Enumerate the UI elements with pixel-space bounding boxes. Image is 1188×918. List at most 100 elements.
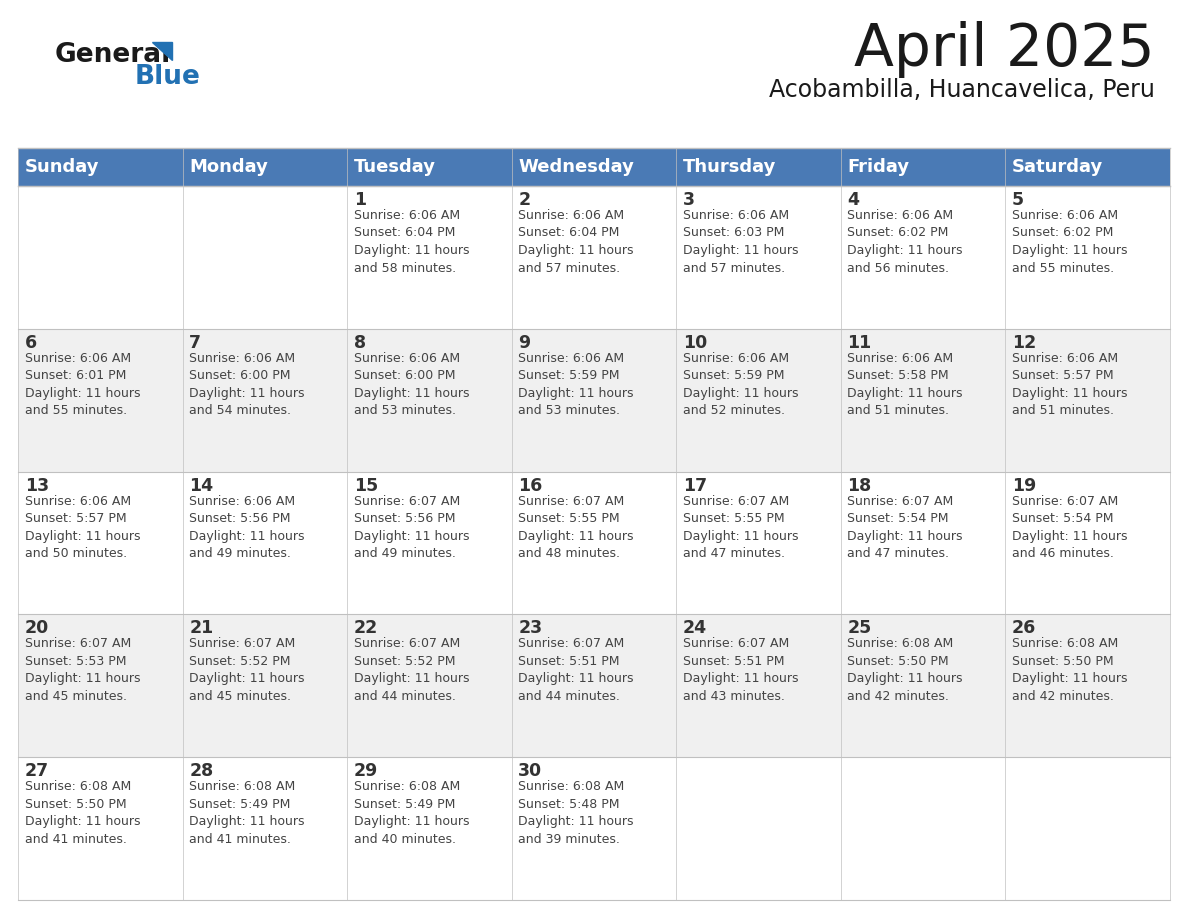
- Text: Sunrise: 6:07 AM
Sunset: 5:52 PM
Daylight: 11 hours
and 45 minutes.: Sunrise: 6:07 AM Sunset: 5:52 PM Dayligh…: [189, 637, 304, 703]
- Text: 18: 18: [847, 476, 872, 495]
- Text: 2: 2: [518, 191, 530, 209]
- Bar: [1005, 614, 1170, 757]
- Bar: [18, 186, 183, 329]
- Text: Sunrise: 6:07 AM
Sunset: 5:51 PM
Daylight: 11 hours
and 44 minutes.: Sunrise: 6:07 AM Sunset: 5:51 PM Dayligh…: [518, 637, 633, 703]
- Bar: [183, 329, 347, 472]
- Bar: [18, 757, 183, 900]
- Text: Sunrise: 6:07 AM
Sunset: 5:51 PM
Daylight: 11 hours
and 43 minutes.: Sunrise: 6:07 AM Sunset: 5:51 PM Dayligh…: [683, 637, 798, 703]
- Text: 29: 29: [354, 762, 378, 780]
- Bar: [841, 472, 1005, 614]
- Text: Sunrise: 6:07 AM
Sunset: 5:55 PM
Daylight: 11 hours
and 47 minutes.: Sunrise: 6:07 AM Sunset: 5:55 PM Dayligh…: [683, 495, 798, 560]
- Text: 12: 12: [1012, 334, 1036, 352]
- Text: Sunrise: 6:08 AM
Sunset: 5:50 PM
Daylight: 11 hours
and 41 minutes.: Sunrise: 6:08 AM Sunset: 5:50 PM Dayligh…: [25, 780, 140, 845]
- Text: Sunrise: 6:07 AM
Sunset: 5:52 PM
Daylight: 11 hours
and 44 minutes.: Sunrise: 6:07 AM Sunset: 5:52 PM Dayligh…: [354, 637, 469, 703]
- Bar: [183, 186, 347, 329]
- Text: Sunrise: 6:07 AM
Sunset: 5:56 PM
Daylight: 11 hours
and 49 minutes.: Sunrise: 6:07 AM Sunset: 5:56 PM Dayligh…: [354, 495, 469, 560]
- Text: Blue: Blue: [135, 64, 201, 90]
- Text: 8: 8: [354, 334, 366, 352]
- Text: 27: 27: [25, 762, 49, 780]
- Bar: [183, 614, 347, 757]
- Text: Sunrise: 6:06 AM
Sunset: 6:04 PM
Daylight: 11 hours
and 58 minutes.: Sunrise: 6:06 AM Sunset: 6:04 PM Dayligh…: [354, 209, 469, 274]
- Text: Sunrise: 6:07 AM
Sunset: 5:53 PM
Daylight: 11 hours
and 45 minutes.: Sunrise: 6:07 AM Sunset: 5:53 PM Dayligh…: [25, 637, 140, 703]
- Text: Tuesday: Tuesday: [354, 158, 436, 176]
- Text: 3: 3: [683, 191, 695, 209]
- Text: Sunrise: 6:06 AM
Sunset: 5:57 PM
Daylight: 11 hours
and 51 minutes.: Sunrise: 6:06 AM Sunset: 5:57 PM Dayligh…: [1012, 352, 1127, 418]
- Text: April 2025: April 2025: [854, 21, 1155, 79]
- Polygon shape: [152, 42, 172, 60]
- Text: Sunrise: 6:06 AM
Sunset: 5:58 PM
Daylight: 11 hours
and 51 minutes.: Sunrise: 6:06 AM Sunset: 5:58 PM Dayligh…: [847, 352, 963, 418]
- Bar: [512, 186, 676, 329]
- Bar: [347, 472, 512, 614]
- Text: 15: 15: [354, 476, 378, 495]
- Text: General: General: [55, 42, 171, 68]
- Text: Sunrise: 6:07 AM
Sunset: 5:54 PM
Daylight: 11 hours
and 46 minutes.: Sunrise: 6:07 AM Sunset: 5:54 PM Dayligh…: [1012, 495, 1127, 560]
- Bar: [18, 472, 183, 614]
- Bar: [676, 757, 841, 900]
- Bar: [1005, 472, 1170, 614]
- Text: 9: 9: [518, 334, 530, 352]
- Text: Acobambilla, Huancavelica, Peru: Acobambilla, Huancavelica, Peru: [769, 78, 1155, 102]
- Bar: [18, 329, 183, 472]
- Bar: [183, 472, 347, 614]
- Bar: [1005, 757, 1170, 900]
- Bar: [512, 614, 676, 757]
- Text: Sunrise: 6:06 AM
Sunset: 5:59 PM
Daylight: 11 hours
and 52 minutes.: Sunrise: 6:06 AM Sunset: 5:59 PM Dayligh…: [683, 352, 798, 418]
- Text: 13: 13: [25, 476, 49, 495]
- Text: 20: 20: [25, 620, 49, 637]
- Text: Sunrise: 6:08 AM
Sunset: 5:50 PM
Daylight: 11 hours
and 42 minutes.: Sunrise: 6:08 AM Sunset: 5:50 PM Dayligh…: [847, 637, 963, 703]
- Text: 11: 11: [847, 334, 872, 352]
- Text: Sunday: Sunday: [25, 158, 99, 176]
- Text: 25: 25: [847, 620, 872, 637]
- Text: Sunrise: 6:08 AM
Sunset: 5:49 PM
Daylight: 11 hours
and 41 minutes.: Sunrise: 6:08 AM Sunset: 5:49 PM Dayligh…: [189, 780, 304, 845]
- Bar: [512, 329, 676, 472]
- Text: 4: 4: [847, 191, 859, 209]
- Bar: [347, 614, 512, 757]
- Bar: [347, 329, 512, 472]
- Text: 1: 1: [354, 191, 366, 209]
- Text: 7: 7: [189, 334, 201, 352]
- Text: 21: 21: [189, 620, 214, 637]
- Text: 28: 28: [189, 762, 214, 780]
- Bar: [347, 757, 512, 900]
- Text: 24: 24: [683, 620, 707, 637]
- Bar: [512, 472, 676, 614]
- Bar: [676, 329, 841, 472]
- Text: Sunrise: 6:06 AM
Sunset: 6:02 PM
Daylight: 11 hours
and 56 minutes.: Sunrise: 6:06 AM Sunset: 6:02 PM Dayligh…: [847, 209, 963, 274]
- Text: Sunrise: 6:06 AM
Sunset: 5:56 PM
Daylight: 11 hours
and 49 minutes.: Sunrise: 6:06 AM Sunset: 5:56 PM Dayligh…: [189, 495, 304, 560]
- Bar: [676, 472, 841, 614]
- Text: 5: 5: [1012, 191, 1024, 209]
- Text: Thursday: Thursday: [683, 158, 776, 176]
- Text: 26: 26: [1012, 620, 1036, 637]
- Bar: [1005, 329, 1170, 472]
- Text: 19: 19: [1012, 476, 1036, 495]
- Text: 10: 10: [683, 334, 707, 352]
- Text: 17: 17: [683, 476, 707, 495]
- Text: Saturday: Saturday: [1012, 158, 1104, 176]
- Text: Sunrise: 6:08 AM
Sunset: 5:49 PM
Daylight: 11 hours
and 40 minutes.: Sunrise: 6:08 AM Sunset: 5:49 PM Dayligh…: [354, 780, 469, 845]
- Text: Sunrise: 6:06 AM
Sunset: 6:01 PM
Daylight: 11 hours
and 55 minutes.: Sunrise: 6:06 AM Sunset: 6:01 PM Dayligh…: [25, 352, 140, 418]
- Text: Sunrise: 6:07 AM
Sunset: 5:54 PM
Daylight: 11 hours
and 47 minutes.: Sunrise: 6:07 AM Sunset: 5:54 PM Dayligh…: [847, 495, 963, 560]
- Bar: [841, 757, 1005, 900]
- Text: Friday: Friday: [847, 158, 910, 176]
- Text: Sunrise: 6:07 AM
Sunset: 5:55 PM
Daylight: 11 hours
and 48 minutes.: Sunrise: 6:07 AM Sunset: 5:55 PM Dayligh…: [518, 495, 633, 560]
- Bar: [512, 757, 676, 900]
- Text: 16: 16: [518, 476, 543, 495]
- Text: 14: 14: [189, 476, 214, 495]
- Text: Sunrise: 6:06 AM
Sunset: 5:59 PM
Daylight: 11 hours
and 53 minutes.: Sunrise: 6:06 AM Sunset: 5:59 PM Dayligh…: [518, 352, 633, 418]
- Text: 23: 23: [518, 620, 543, 637]
- Bar: [1005, 186, 1170, 329]
- Bar: [676, 614, 841, 757]
- Text: Sunrise: 6:06 AM
Sunset: 6:02 PM
Daylight: 11 hours
and 55 minutes.: Sunrise: 6:06 AM Sunset: 6:02 PM Dayligh…: [1012, 209, 1127, 274]
- Text: Monday: Monday: [189, 158, 268, 176]
- Bar: [183, 757, 347, 900]
- Bar: [841, 329, 1005, 472]
- Text: 30: 30: [518, 762, 543, 780]
- Bar: [347, 186, 512, 329]
- Text: Sunrise: 6:06 AM
Sunset: 6:04 PM
Daylight: 11 hours
and 57 minutes.: Sunrise: 6:06 AM Sunset: 6:04 PM Dayligh…: [518, 209, 633, 274]
- Text: 22: 22: [354, 620, 378, 637]
- Bar: [18, 148, 1170, 186]
- Text: Sunrise: 6:06 AM
Sunset: 5:57 PM
Daylight: 11 hours
and 50 minutes.: Sunrise: 6:06 AM Sunset: 5:57 PM Dayligh…: [25, 495, 140, 560]
- Text: Sunrise: 6:06 AM
Sunset: 6:03 PM
Daylight: 11 hours
and 57 minutes.: Sunrise: 6:06 AM Sunset: 6:03 PM Dayligh…: [683, 209, 798, 274]
- Bar: [18, 614, 183, 757]
- Text: Sunrise: 6:06 AM
Sunset: 6:00 PM
Daylight: 11 hours
and 53 minutes.: Sunrise: 6:06 AM Sunset: 6:00 PM Dayligh…: [354, 352, 469, 418]
